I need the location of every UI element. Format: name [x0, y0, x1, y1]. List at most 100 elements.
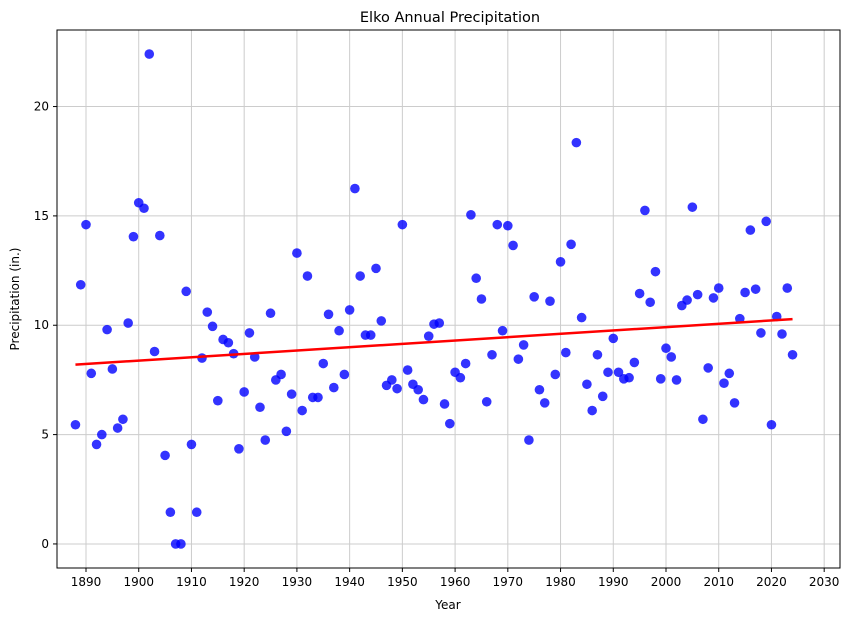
- data-point: [481, 396, 492, 407]
- data-point: [123, 318, 133, 328]
- data-point: [645, 297, 655, 308]
- data-point: [334, 325, 344, 336]
- data-point: [703, 363, 713, 373]
- data-point: [582, 379, 592, 390]
- plot-frame: [56, 29, 841, 569]
- data-point: [397, 219, 408, 230]
- x-tick-label: 1930: [282, 575, 313, 589]
- data-point: [318, 358, 329, 369]
- data-point: [471, 273, 481, 284]
- data-point: [756, 328, 766, 338]
- data-point: [460, 358, 471, 369]
- data-point: [234, 444, 244, 454]
- data-point: [75, 279, 86, 290]
- x-tick-label: 1950: [387, 575, 418, 589]
- y-tick-label: 0: [41, 537, 49, 551]
- data-point: [603, 367, 613, 378]
- y-tick-label: 10: [34, 318, 49, 332]
- data-point: [745, 225, 756, 235]
- data-point: [207, 321, 218, 332]
- data-point: [529, 292, 539, 302]
- data-point: [97, 429, 107, 440]
- x-tick-label: 2010: [703, 575, 734, 589]
- data-point: [687, 202, 698, 212]
- x-tick-label: 1970: [493, 575, 524, 589]
- data-point: [661, 343, 671, 354]
- data-point: [387, 375, 397, 385]
- data-point: [418, 394, 429, 405]
- data-point: [149, 346, 160, 357]
- x-tick-label: 1890: [71, 575, 102, 589]
- data-point: [160, 450, 170, 461]
- x-axis-label: Year: [434, 598, 460, 612]
- data-point: [634, 288, 645, 299]
- data-point: [782, 283, 793, 293]
- trend-line: [75, 317, 793, 366]
- data-point: [592, 349, 603, 360]
- data-point: [313, 392, 323, 403]
- data-point: [724, 368, 735, 379]
- data-point: [255, 402, 265, 413]
- data-point: [439, 399, 450, 409]
- chart-title: Elko Annual Precipitation: [360, 10, 540, 26]
- data-point: [655, 374, 666, 384]
- data-point: [329, 382, 339, 393]
- data-point: [692, 289, 703, 300]
- data-point: [766, 419, 777, 430]
- data-point: [539, 398, 550, 408]
- data-point: [139, 203, 149, 214]
- x-tick-label: 1900: [123, 575, 154, 589]
- data-point: [265, 308, 276, 319]
- data-point: [281, 426, 292, 437]
- x-tick-label: 1990: [598, 575, 629, 589]
- data-point: [118, 414, 128, 425]
- y-axis: 0 5 10 15 20: [34, 100, 57, 551]
- data-point: [434, 318, 445, 328]
- x-tick-label: 2020: [756, 575, 787, 589]
- data-point: [624, 372, 634, 383]
- x-tick-label: 1960: [440, 575, 471, 589]
- data-point: [176, 539, 186, 549]
- data-point: [729, 398, 740, 408]
- data-point: [191, 507, 202, 518]
- data-point: [555, 257, 566, 267]
- data-point: [70, 419, 81, 430]
- data-point: [708, 293, 719, 303]
- data-point: [297, 405, 307, 416]
- data-point: [445, 418, 455, 429]
- data-point: [671, 375, 682, 385]
- y-tick-label: 5: [41, 428, 49, 442]
- trend-line-group: [75, 317, 793, 366]
- data-point: [597, 391, 608, 402]
- y-tick-label: 15: [34, 209, 49, 223]
- data-point: [339, 369, 350, 380]
- data-point: [713, 283, 724, 293]
- data-point: [197, 353, 207, 363]
- data-point: [144, 49, 155, 59]
- data-point: [102, 324, 112, 335]
- data-point: [302, 271, 313, 281]
- data-point: [497, 325, 508, 336]
- data-point: [492, 219, 503, 230]
- x-tick-label: 1940: [334, 575, 365, 589]
- data-point: [455, 372, 466, 383]
- data-point: [566, 239, 576, 250]
- data-point: [608, 333, 619, 344]
- data-point: [761, 216, 771, 227]
- data-point: [213, 395, 223, 406]
- data-point: [323, 309, 334, 320]
- data-point: [223, 337, 234, 348]
- x-tick-label: 1910: [176, 575, 207, 589]
- data-point: [466, 210, 476, 220]
- data-point: [503, 220, 513, 231]
- data-point: [518, 340, 529, 350]
- data-point: [719, 378, 729, 388]
- x-tick-label: 1920: [229, 575, 260, 589]
- data-point: [698, 414, 708, 425]
- data-point: [260, 435, 271, 445]
- data-point: [350, 183, 360, 194]
- data-point: [91, 439, 102, 450]
- data-point: [682, 295, 692, 305]
- data-point: [587, 405, 597, 416]
